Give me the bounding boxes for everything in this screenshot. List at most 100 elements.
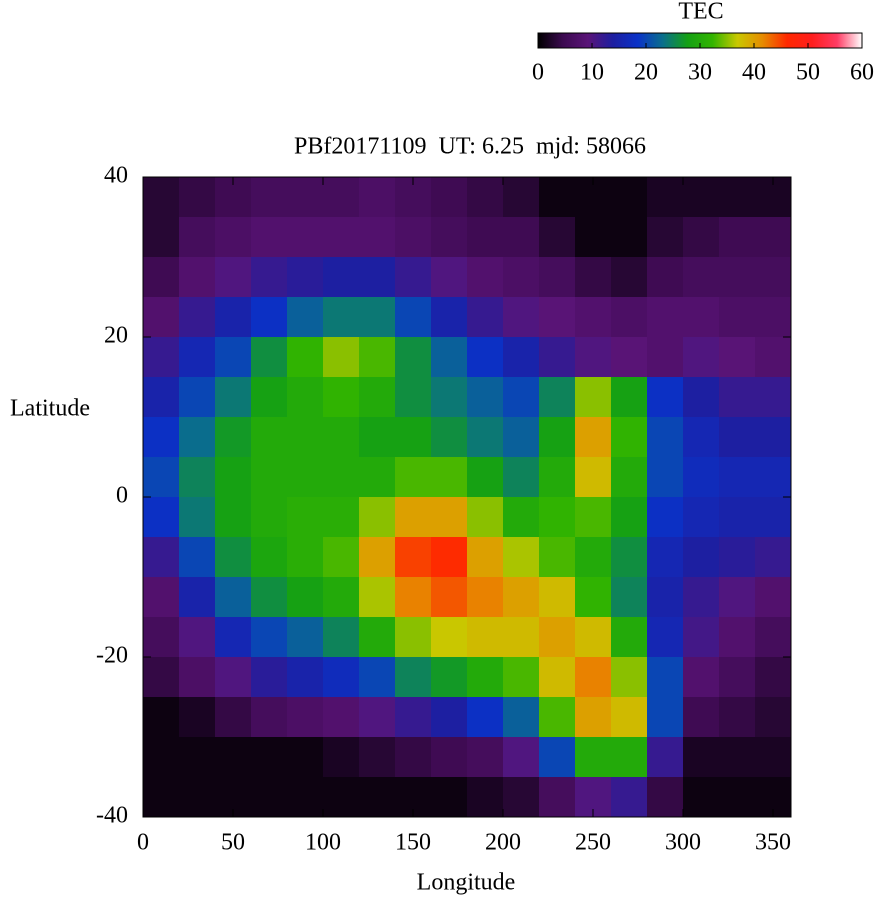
heatmap-cell [647,337,684,378]
heatmap-cell [431,737,468,778]
heatmap-cell [503,297,540,338]
heatmap-cell [395,657,432,698]
heatmap-cell [395,257,432,298]
heatmap-cell [683,697,720,738]
heatmap-cell [143,417,180,458]
heatmap-cell [251,577,288,618]
heatmap-cell [431,417,468,458]
heatmap-cell [251,297,288,338]
heatmap-cell [611,657,648,698]
colorbar-tick-label: 60 [850,60,874,86]
heatmap-cell [143,337,180,378]
y-tick-label: 0 [116,483,128,509]
heatmap-cell [719,177,756,218]
heatmap-cell [179,377,216,418]
heatmap-cell [179,577,216,618]
heatmap-cell [647,457,684,498]
heatmap-cell [287,297,324,338]
x-tick-label: 50 [221,830,245,856]
heatmap-cell [467,297,504,338]
heatmap-cell [287,177,324,218]
heatmap-cell [719,577,756,618]
heatmap-cell [179,617,216,658]
heatmap-cell [179,737,216,778]
heatmap-cell [143,257,180,298]
heatmap-cell [359,577,396,618]
heatmap-cell [395,697,432,738]
heatmap-cell [467,537,504,578]
x-tick-label: 150 [395,830,431,856]
heatmap-cell [611,217,648,258]
heatmap-cell [359,377,396,418]
x-tick-label: 350 [755,830,791,856]
heatmap-cell [215,337,252,378]
heatmap-cell [611,737,648,778]
heatmap-cell [395,377,432,418]
heatmap-cell [395,737,432,778]
heatmap-cell [539,777,576,818]
heatmap-cell [683,177,720,218]
heatmap-cell [647,177,684,218]
heatmap-cell [143,377,180,418]
heatmap-cell [287,337,324,378]
heatmap-cell [179,697,216,738]
heatmap-cell [647,377,684,418]
heatmap-cell [359,417,396,458]
heatmap-cell [323,257,360,298]
heatmap-cell [431,337,468,378]
colorbar-tick-label: 30 [688,60,712,86]
heatmap-cell [431,257,468,298]
heatmap-cell [251,657,288,698]
heatmap-cell [467,257,504,298]
heatmap-cell [215,617,252,658]
heatmap-cell [575,537,612,578]
heatmap-cell [755,457,792,498]
heatmap-cell [179,217,216,258]
heatmap-cell [503,217,540,258]
colorbar-tick-label: 50 [796,60,820,86]
heatmap-cell [647,257,684,298]
heatmap-cell [395,617,432,658]
heatmap-cell [719,697,756,738]
heatmap-cell [611,537,648,578]
heatmap-cell [503,417,540,458]
heatmap-cell [719,217,756,258]
heatmap-cell [323,777,360,818]
heatmap-cell [611,777,648,818]
heatmap-cell [467,457,504,498]
heatmap-cell [575,337,612,378]
heatmap-cell [575,217,612,258]
heatmap-cell [251,497,288,538]
heatmap-cell [503,537,540,578]
heatmap-cell [467,497,504,538]
heatmap-cell [467,697,504,738]
y-tick-label: 20 [104,323,128,349]
heatmap-cell [575,577,612,618]
heatmap-cell [215,737,252,778]
heatmap-cell [251,777,288,818]
heatmap-cell [683,417,720,458]
heatmap-cell [395,457,432,498]
x-tick-label: 0 [137,830,149,856]
heatmap-cell [755,657,792,698]
heatmap-cell [359,457,396,498]
y-tick-label: -20 [96,643,128,669]
x-tick-label: 200 [485,830,521,856]
heatmap-cell [683,377,720,418]
heatmap-cell [611,577,648,618]
colorbar-tick-label: 20 [634,60,658,86]
heatmap-cell [539,257,576,298]
heatmap-cell [359,177,396,218]
y-tick-label: -40 [96,803,128,829]
heatmap-cell [431,217,468,258]
heatmap-cell [215,697,252,738]
heatmap-cell [251,257,288,298]
heatmap-cell [611,297,648,338]
heatmap-cell [287,257,324,298]
heatmap-cell [215,657,252,698]
heatmap-cell [215,377,252,418]
heatmap-cell [539,457,576,498]
heatmap-cell [539,577,576,618]
heatmap-cell [287,617,324,658]
